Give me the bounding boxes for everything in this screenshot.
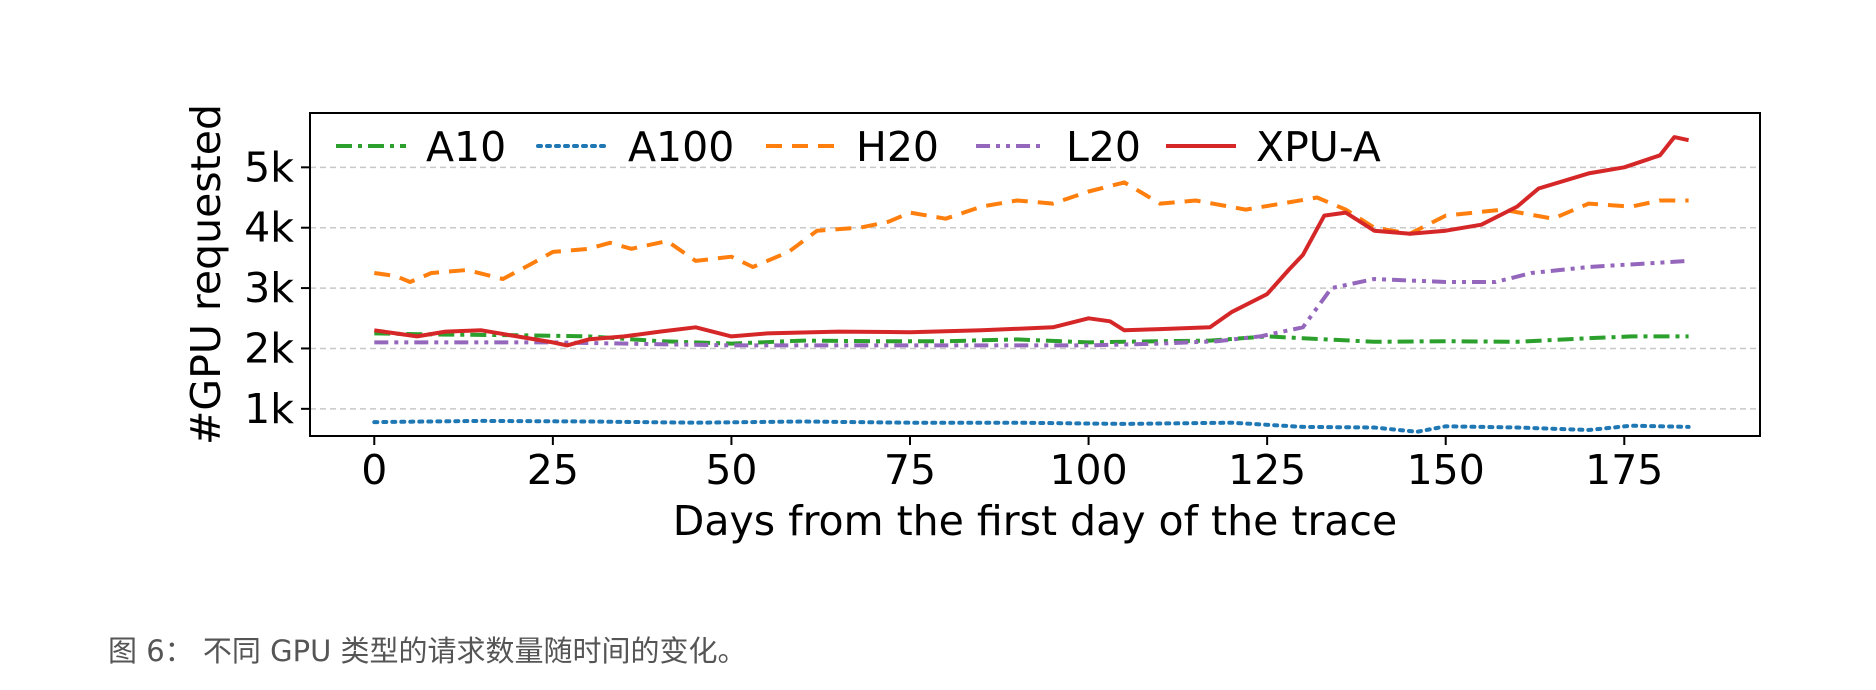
chart-series [372, 135, 1691, 434]
series-line-a10 [374, 331, 1689, 346]
series-line-a100 [372, 418, 1691, 434]
legend-label-a10: A10 [426, 123, 506, 171]
series-line-l20 [374, 258, 1689, 348]
y-tick-label: 2k [244, 324, 294, 372]
legend-label-xpu-a: XPU-A [1256, 123, 1381, 171]
plot-frame [309, 112, 1761, 437]
y-tick-label: 3k [244, 264, 294, 312]
y-tick-label: 4k [244, 204, 294, 252]
x-tick-label: 100 [1049, 446, 1127, 494]
x-tick-label: 175 [1585, 446, 1663, 494]
grid-lines [310, 166, 1760, 410]
legend-label-h20: H20 [856, 123, 939, 171]
y-axis: 1k 2k 3k 4k 5k [244, 143, 310, 433]
x-axis: 0 25 50 75 100 125 150 175 [361, 436, 1663, 494]
y-tick-label: 1k [244, 385, 294, 433]
series-line-h20 [374, 180, 1689, 284]
x-tick-label: 125 [1228, 446, 1306, 494]
figure-caption: 图 6： 不同 GPU 类型的请求数量随时间的变化。 [108, 634, 747, 668]
x-tick-label: 50 [705, 446, 757, 494]
x-tick-label: 150 [1407, 446, 1485, 494]
y-tick-label: 5k [244, 143, 294, 191]
y-axis-label: #GPU requested [182, 104, 230, 445]
legend-label-l20: L20 [1066, 123, 1141, 171]
series-line-xpu-a [374, 135, 1690, 348]
legend: A10 A100 H20 L20 XPU-A [336, 123, 1381, 171]
x-tick-label: 0 [361, 446, 387, 494]
legend-label-a100: A100 [628, 123, 734, 171]
x-tick-label: 25 [527, 446, 579, 494]
x-tick-label: 75 [884, 446, 936, 494]
x-axis-label: Days from the first day of the trace [673, 497, 1397, 545]
